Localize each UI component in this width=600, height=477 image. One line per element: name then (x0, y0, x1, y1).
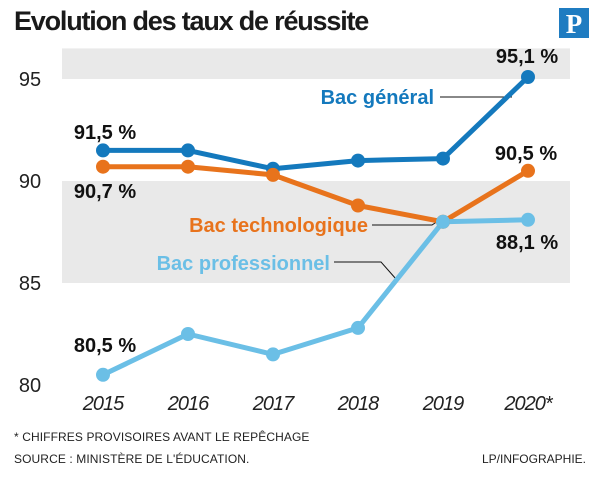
legend-label: Bac technologique (189, 215, 368, 237)
leader-line-2 (334, 261, 397, 280)
data-point (351, 320, 365, 335)
data-point (266, 347, 280, 362)
data-point (181, 159, 195, 174)
legend-label: Bac général (321, 87, 434, 109)
le-parisien-logo-icon: P (559, 8, 589, 38)
data-label: 90,5 % (495, 143, 557, 165)
data-point (96, 143, 110, 158)
data-point (96, 159, 110, 174)
y-tick-label: 85 (19, 273, 41, 295)
line-chart: 80 85 90 95 2015 2016 2017 2018 2019 2020* 91,5 %… (19, 46, 570, 415)
credit-text: LP/INFOGRAPHIE. (481, 452, 586, 466)
axis-labels: 80 85 90 95 2015 2016 2017 2018 2019 2020* (19, 69, 555, 415)
x-tick-label: 2015 (82, 393, 125, 415)
data-point (436, 151, 450, 166)
data-label: 88,1 % (496, 232, 558, 254)
y-tick-label: 80 (19, 375, 41, 397)
data-point (96, 367, 110, 382)
data-point (521, 163, 535, 178)
logo-background (559, 8, 589, 38)
x-tick-label: 2019 (422, 393, 464, 415)
data-label: 80,5 % (74, 335, 136, 357)
data-point (521, 212, 535, 227)
data-label: 91,5 % (74, 122, 136, 144)
logo-letter: P (566, 9, 583, 38)
series-line-2 (100, 217, 531, 378)
chart-title: Evolution des taux de réussite (14, 6, 369, 36)
x-tick-label: 2018 (337, 393, 379, 415)
series-legend: Bac général Bac technologique Bac professi… (157, 87, 434, 275)
data-point (521, 70, 535, 84)
legend-label: Bac professionnel (157, 253, 330, 275)
data-point (436, 214, 450, 229)
series-points (96, 70, 535, 382)
series-line-1 (100, 164, 531, 225)
data-point (351, 153, 365, 168)
x-tick-label: 2020* (503, 393, 553, 415)
data-point (181, 327, 195, 341)
footnote-provisional: * CHIFFRES PROVISOIRES AVANT LE REPÊCHAG… (14, 430, 310, 444)
x-tick-label: 2016 (167, 393, 210, 415)
grid-band-1 (62, 48, 570, 79)
x-tick-label: 2017 (252, 393, 295, 415)
data-point (181, 143, 195, 158)
data-label: 90,7 % (74, 181, 136, 203)
footnote-source: SOURCE : MINISTÈRE DE L'ÉDUCATION. (14, 452, 250, 466)
data-labels: 91,5 % 95,1 % 90,7 % 90,5 % 80,5 % 88,1 % (74, 46, 558, 357)
data-label: 95,1 % (496, 46, 558, 68)
series-lines (100, 74, 531, 378)
data-point (266, 167, 280, 182)
y-tick-label: 90 (19, 171, 41, 193)
series-line-0 (100, 74, 531, 172)
y-tick-label: 95 (19, 69, 41, 91)
data-point (351, 198, 365, 213)
